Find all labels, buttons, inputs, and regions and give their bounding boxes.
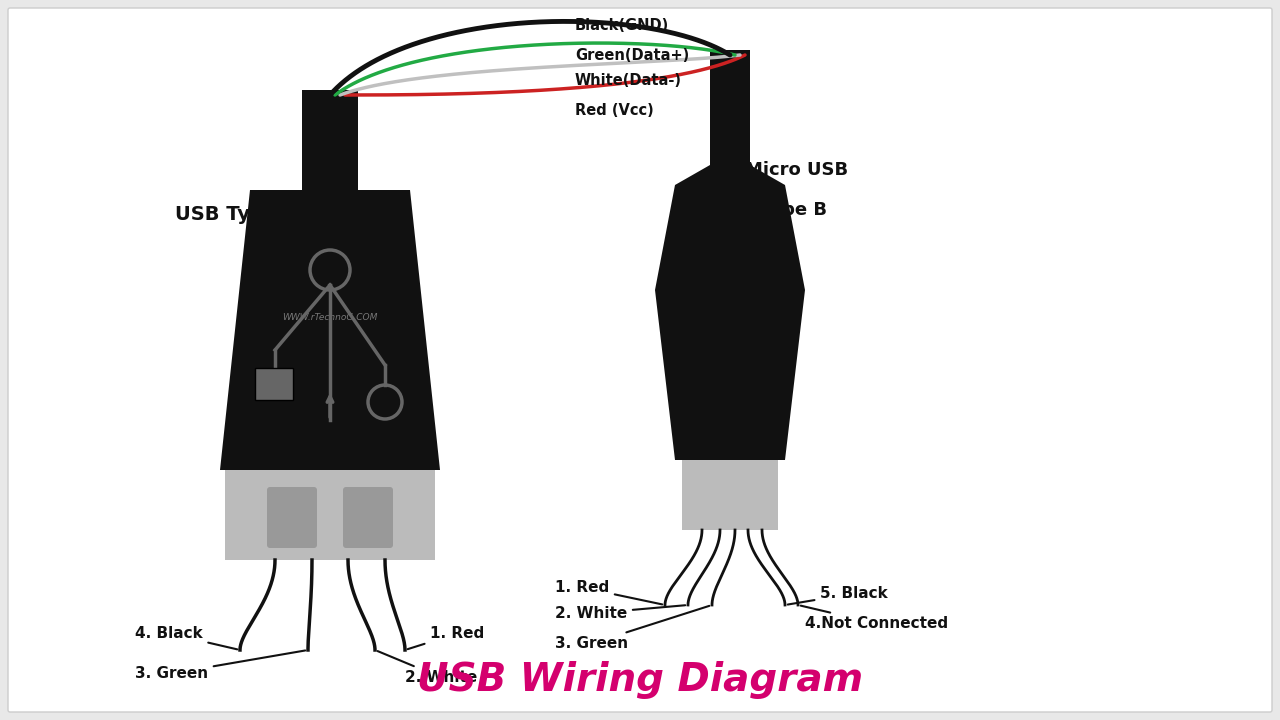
Text: USB Wiring Diagram: USB Wiring Diagram <box>417 661 863 699</box>
Text: 5. Black: 5. Black <box>787 586 888 605</box>
Text: Green(Data+): Green(Data+) <box>575 48 689 63</box>
Text: White(Data-): White(Data-) <box>575 73 682 88</box>
Polygon shape <box>655 50 805 460</box>
FancyBboxPatch shape <box>268 487 317 548</box>
Text: Red (Vcc): Red (Vcc) <box>575 102 654 117</box>
FancyBboxPatch shape <box>255 368 293 400</box>
Text: 1. Red: 1. Red <box>556 580 662 604</box>
Text: 4. Black: 4. Black <box>134 626 237 649</box>
Text: 3. Green: 3. Green <box>134 650 305 681</box>
Text: 4.Not Connected: 4.Not Connected <box>801 606 948 631</box>
Polygon shape <box>220 90 440 470</box>
Text: 2. White: 2. White <box>378 651 477 685</box>
FancyBboxPatch shape <box>343 487 393 548</box>
Polygon shape <box>225 470 435 560</box>
FancyBboxPatch shape <box>8 8 1272 712</box>
Text: WWW.rTechnoG.COM: WWW.rTechnoG.COM <box>283 313 378 322</box>
Polygon shape <box>682 460 778 530</box>
Text: Micro USB: Micro USB <box>745 161 849 179</box>
Text: Type B: Type B <box>760 201 827 219</box>
Text: USB Type A: USB Type A <box>175 205 300 224</box>
Text: 3. Green: 3. Green <box>556 606 709 651</box>
Text: 2. White: 2. White <box>556 606 685 621</box>
Text: 1. Red: 1. Red <box>407 626 484 649</box>
Text: Black(GND): Black(GND) <box>575 17 669 32</box>
